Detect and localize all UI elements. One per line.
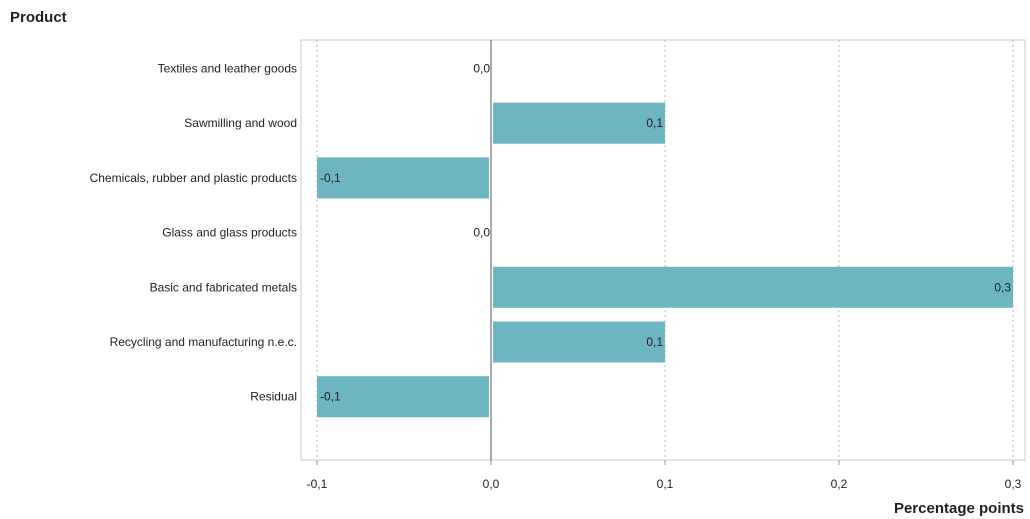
x-axis-title: Percentage points <box>893 500 1024 517</box>
bar <box>317 376 489 418</box>
bar <box>317 157 489 199</box>
category-label: Sawmilling and wood <box>184 116 297 130</box>
value-labels: 0,0 0,1 -0,1 0,0 0,3 0,1 -0,1 <box>320 62 1011 404</box>
bar <box>493 321 665 363</box>
bars <box>317 102 1013 418</box>
category-label: Glass and glass products <box>162 226 297 240</box>
bar <box>493 102 665 144</box>
x-tick-label: 0,1 <box>657 477 674 491</box>
value-label: -0,1 <box>320 171 341 185</box>
value-label: 0,1 <box>646 335 663 349</box>
y-axis-title: Product <box>10 9 67 26</box>
x-tick-label: 0,0 <box>483 477 500 491</box>
x-tick-label: 0,2 <box>831 477 848 491</box>
value-label: -0,1 <box>320 390 341 404</box>
x-tick-labels: -0,1 0,0 0,1 0,2 0,3 <box>307 477 1022 491</box>
value-label: 0,1 <box>646 116 663 130</box>
category-label: Chemicals, rubber and plastic products <box>90 171 297 185</box>
value-label: 0,0 <box>473 62 490 76</box>
category-label: Recycling and manufacturing n.e.c. <box>110 335 297 349</box>
category-labels: Textiles and leather goods Sawmilling and… <box>90 62 297 404</box>
value-label: 0,3 <box>994 280 1011 294</box>
plot-frame <box>300 39 1026 461</box>
x-tick-label: 0,3 <box>1005 477 1022 491</box>
category-label: Residual <box>250 390 297 404</box>
category-label: Textiles and leather goods <box>158 62 297 76</box>
x-tick-label: -0,1 <box>307 477 328 491</box>
bar <box>493 266 1013 308</box>
category-label: Basic and fabricated metals <box>150 280 297 294</box>
value-label: 0,0 <box>473 226 490 240</box>
